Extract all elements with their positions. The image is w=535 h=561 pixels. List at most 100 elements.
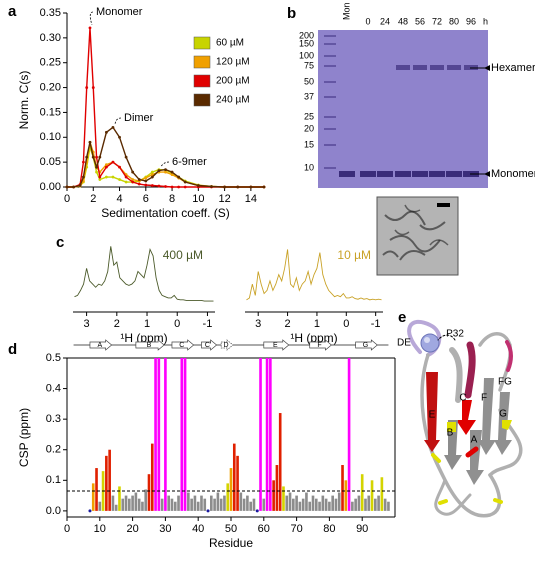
bar bbox=[285, 495, 289, 511]
data-point bbox=[150, 170, 154, 174]
series-label: 10 µM bbox=[337, 248, 371, 262]
x-axis-label: Sedimentation coeff. (S) bbox=[101, 206, 230, 220]
data-point bbox=[177, 175, 181, 179]
panel-label: c bbox=[56, 234, 64, 251]
data-point bbox=[88, 140, 92, 144]
gel-band bbox=[413, 65, 427, 70]
ss-strand bbox=[135, 339, 165, 351]
data-point bbox=[95, 165, 98, 169]
bar bbox=[328, 501, 331, 511]
data-point bbox=[72, 185, 75, 189]
data-point bbox=[98, 175, 102, 179]
marker-label: 25 bbox=[304, 111, 314, 121]
data-point bbox=[150, 175, 154, 179]
data-point bbox=[111, 125, 115, 129]
panel-label: e bbox=[398, 309, 406, 326]
bar bbox=[114, 504, 118, 511]
annotation: 6-9mer bbox=[172, 156, 207, 168]
data-point bbox=[118, 135, 121, 139]
x-tick-label: 14 bbox=[245, 193, 257, 205]
band-label: Monomer bbox=[491, 168, 535, 180]
bar bbox=[95, 468, 98, 511]
data-point bbox=[137, 182, 141, 186]
band-label: Hexamer bbox=[491, 62, 535, 74]
bar bbox=[239, 492, 243, 511]
series-label: 400 µM bbox=[163, 248, 203, 262]
annotation-arrow bbox=[89, 11, 94, 26]
x-tick-label: 3 bbox=[84, 318, 90, 330]
lane-label: 72 bbox=[432, 16, 442, 26]
bar bbox=[308, 501, 312, 511]
marker-label: 75 bbox=[304, 60, 314, 70]
structure-label: B bbox=[447, 428, 454, 439]
data-point bbox=[98, 155, 102, 159]
x-tick-label: 12 bbox=[218, 193, 230, 205]
data-point bbox=[105, 163, 108, 167]
bar bbox=[193, 495, 197, 511]
bar bbox=[387, 501, 390, 511]
bar bbox=[128, 498, 131, 511]
panel-label: d bbox=[8, 341, 17, 358]
gel-band bbox=[339, 171, 355, 177]
bar bbox=[150, 443, 154, 511]
x-tick-label: 90 bbox=[356, 523, 368, 535]
gel-band bbox=[446, 171, 462, 177]
bar bbox=[377, 495, 380, 511]
data-point bbox=[144, 176, 148, 180]
lane-label: Mon bbox=[341, 2, 351, 20]
bar bbox=[370, 480, 374, 511]
gel-band bbox=[429, 171, 445, 177]
bar bbox=[180, 358, 184, 511]
x-axis-label: Residue bbox=[209, 536, 253, 550]
data-point bbox=[223, 185, 227, 189]
bar bbox=[183, 358, 187, 511]
x-tick-label: 2 bbox=[285, 318, 291, 330]
data-point bbox=[150, 173, 154, 176]
x-tick-label: 6 bbox=[143, 193, 149, 205]
lane-unit: h bbox=[483, 16, 488, 26]
ss-label: C bbox=[179, 342, 184, 349]
bar bbox=[164, 358, 167, 511]
x-tick-label: 40 bbox=[192, 523, 204, 535]
bar bbox=[252, 498, 256, 511]
bar bbox=[167, 495, 170, 511]
bar bbox=[341, 465, 344, 511]
panel-label: a bbox=[8, 3, 17, 20]
data-point bbox=[105, 130, 108, 134]
data-point bbox=[144, 179, 148, 183]
band-arrowhead bbox=[484, 65, 490, 71]
data-point bbox=[124, 180, 128, 184]
x-tick-label: 60 bbox=[258, 523, 270, 535]
bar bbox=[282, 486, 285, 511]
bar bbox=[232, 443, 236, 511]
bar bbox=[269, 358, 272, 511]
marker-label: 37 bbox=[304, 91, 314, 101]
ss-label: D bbox=[224, 342, 229, 349]
y-tick-label: 0.25 bbox=[40, 57, 61, 69]
data-point bbox=[249, 185, 253, 189]
bar bbox=[344, 480, 348, 511]
legend-label: 120 µM bbox=[216, 57, 250, 68]
annotation-arrow bbox=[114, 117, 122, 125]
data-point bbox=[98, 178, 102, 181]
data-point bbox=[91, 155, 95, 159]
ss-label: A bbox=[97, 342, 102, 349]
bar bbox=[246, 495, 249, 511]
data-point bbox=[157, 169, 161, 172]
bar bbox=[374, 498, 377, 511]
y-tick-label: 0.05 bbox=[40, 156, 61, 168]
y-tick-label: 0.30 bbox=[40, 32, 61, 44]
bar bbox=[305, 492, 308, 511]
data-point bbox=[95, 170, 98, 174]
data-point bbox=[82, 160, 85, 164]
x-tick-label: 2 bbox=[114, 318, 120, 330]
data-point bbox=[170, 185, 174, 189]
x-tick-label: 80 bbox=[323, 523, 335, 535]
ss-label: F bbox=[317, 342, 321, 349]
bar bbox=[229, 468, 233, 511]
y-axis-label: CSP (ppm) bbox=[17, 408, 31, 467]
structure-label: F bbox=[481, 393, 487, 404]
bar bbox=[249, 501, 252, 511]
bar bbox=[236, 455, 239, 511]
bar bbox=[347, 358, 351, 511]
